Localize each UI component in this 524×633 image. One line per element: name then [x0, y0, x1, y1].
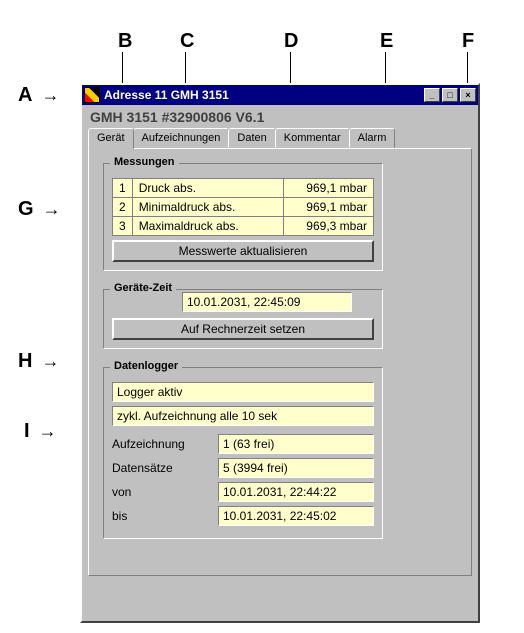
device-subheader: GMH 3151 #32900806 V6.1: [82, 105, 478, 127]
row-value: 969,1 mbar: [284, 179, 374, 198]
logger-status-field: Logger aktiv: [112, 382, 374, 402]
tab-geraet[interactable]: Gerät: [88, 128, 134, 149]
row-name: Maximaldruck abs.: [132, 217, 283, 236]
group-datenlogger: Datenlogger Logger aktiv zykl. Aufzeichn…: [103, 367, 383, 539]
table-row: 1Druck abs.969,1 mbar: [113, 179, 374, 198]
field-von: 10.01.2031, 22:44:22: [218, 482, 374, 502]
titlebar[interactable]: Adresse 11 GMH 3151 _ □ ×: [82, 85, 478, 105]
field-aufzeichnung: 1 (63 frei): [218, 434, 374, 454]
row-value: 969,3 mbar: [284, 217, 374, 236]
callout-I: I →: [24, 420, 57, 443]
row-index: 1: [113, 179, 133, 198]
window-title: Adresse 11 GMH 3151: [104, 88, 424, 102]
field-bis: 10.01.2031, 22:45:02: [218, 506, 374, 526]
row-name: Druck abs.: [132, 179, 283, 198]
row-index: 2: [113, 198, 133, 217]
app-icon: [84, 87, 100, 103]
device-window: Adresse 11 GMH 3151 _ □ × GMH 3151 #3290…: [80, 83, 480, 623]
row-index: 3: [113, 217, 133, 236]
table-row: 3Maximaldruck abs.969,3 mbar: [113, 217, 374, 236]
table-row: 2Minimaldruck abs.969,1 mbar: [113, 198, 374, 217]
callout-B: B: [118, 30, 132, 53]
set-pc-time-button[interactable]: Auf Rechnerzeit setzen: [112, 318, 374, 340]
group-title-geraetezeit: Geräte-Zeit: [110, 282, 176, 294]
callout-H: H →: [18, 350, 59, 373]
tab-kommentar[interactable]: Kommentar: [275, 128, 350, 148]
label-aufzeichnung: Aufzeichnung: [112, 437, 212, 451]
group-geraetezeit: Geräte-Zeit 10.01.2031, 22:45:09 Auf Rec…: [103, 289, 383, 349]
label-von: von: [112, 485, 212, 499]
close-button[interactable]: ×: [460, 88, 476, 102]
group-title-messungen: Messungen: [110, 156, 179, 168]
tab-bar: GerätAufzeichnungenDatenKommentarAlarm: [82, 127, 478, 148]
group-messungen: Messungen 1Druck abs.969,1 mbar2Minimald…: [103, 163, 383, 271]
tab-panel-device: Messungen 1Druck abs.969,1 mbar2Minimald…: [88, 148, 472, 576]
label-datensaetze: Datensätze: [112, 461, 212, 475]
row-name: Minimaldruck abs.: [132, 198, 283, 217]
logger-mode-field: zykl. Aufzeichnung alle 10 sek: [112, 406, 374, 426]
field-datensaetze: 5 (3994 frei): [218, 458, 374, 478]
callout-G: G →: [18, 198, 61, 221]
callout-E: E: [380, 30, 393, 53]
refresh-values-button[interactable]: Messwerte aktualisieren: [112, 240, 374, 262]
device-time-field: 10.01.2031, 22:45:09: [182, 292, 352, 312]
callout-D: D: [284, 30, 298, 53]
callout-C: C: [180, 30, 194, 53]
group-title-datenlogger: Datenlogger: [110, 360, 182, 372]
messungen-table: 1Druck abs.969,1 mbar2Minimaldruck abs.9…: [112, 178, 374, 236]
label-bis: bis: [112, 509, 212, 523]
tab-daten[interactable]: Daten: [228, 128, 275, 148]
tab-aufzeichnungen[interactable]: Aufzeichnungen: [133, 128, 230, 148]
callout-A: A →: [18, 84, 59, 107]
row-value: 969,1 mbar: [284, 198, 374, 217]
tab-alarm[interactable]: Alarm: [349, 128, 396, 148]
callout-F: F: [462, 30, 474, 53]
maximize-button[interactable]: □: [442, 88, 458, 102]
minimize-button[interactable]: _: [424, 88, 440, 102]
